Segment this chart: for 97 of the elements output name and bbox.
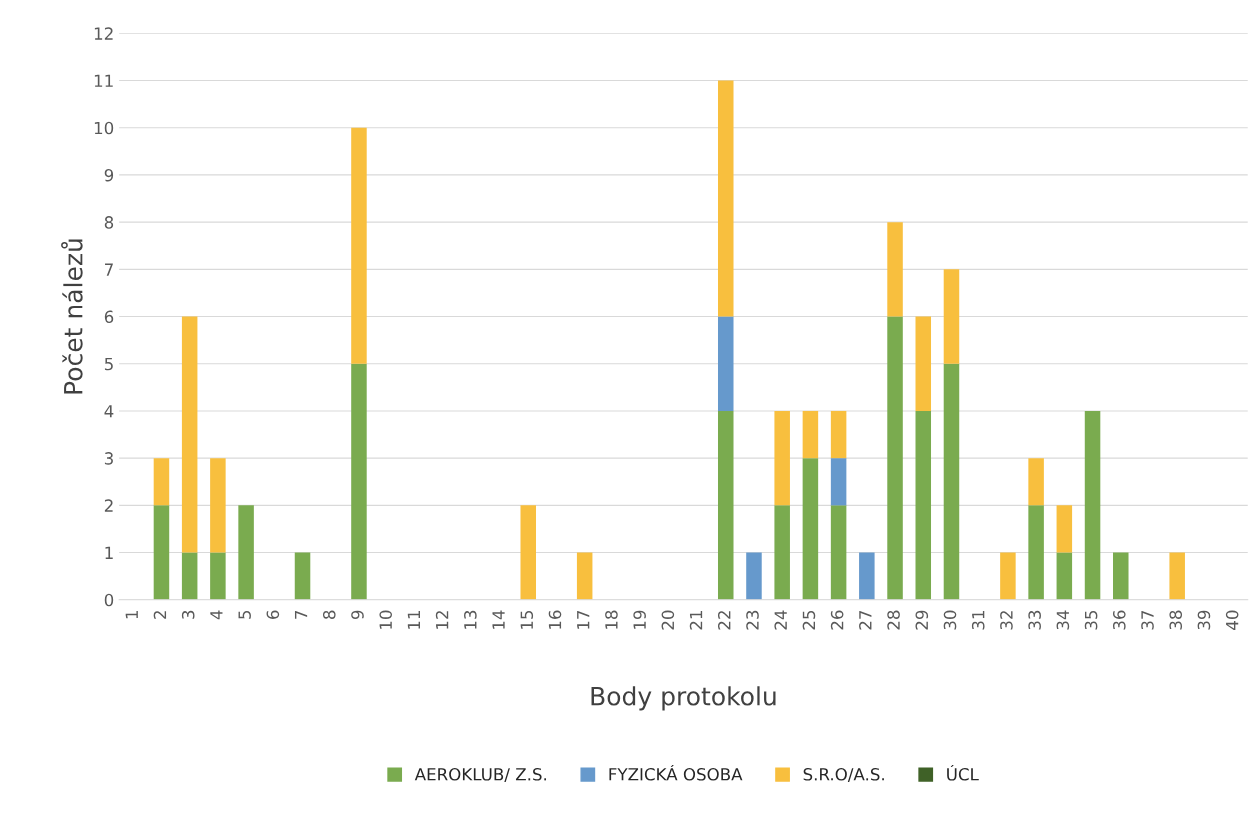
x-tick-label: 5 xyxy=(238,610,251,619)
x-tick-label: 23 xyxy=(746,610,759,630)
y-axis-title: Počet nálezů xyxy=(61,239,83,394)
x-tick-label: 2 xyxy=(153,611,167,619)
bar xyxy=(943,269,960,364)
x-tick-label: 37 xyxy=(1141,610,1154,630)
x-tick-label: 38 xyxy=(1169,610,1183,630)
x-tick-label: 16 xyxy=(548,610,562,629)
bar xyxy=(915,410,932,600)
bar xyxy=(1028,505,1044,600)
x-tick-label: 17 xyxy=(577,610,590,629)
y-tick-label: 10 xyxy=(94,121,114,135)
x-tick-label: 22 xyxy=(717,611,731,630)
x-tick-label: 28 xyxy=(887,610,900,630)
y-tick-label: 9 xyxy=(104,168,114,182)
bar xyxy=(181,552,198,600)
bar xyxy=(351,363,367,600)
bar xyxy=(1084,410,1101,600)
y-tick-label: 2 xyxy=(104,499,113,512)
bar xyxy=(774,505,790,600)
x-tick-label: 6 xyxy=(266,610,280,619)
x-tick-label: 3 xyxy=(181,610,195,619)
x-tick-label: 11 xyxy=(407,611,420,629)
x-tick-label: 21 xyxy=(689,611,703,630)
bar xyxy=(1169,552,1185,600)
bar xyxy=(887,316,903,600)
y-tick-label: 12 xyxy=(94,27,113,40)
bar xyxy=(746,552,762,600)
bar xyxy=(802,410,819,459)
bar xyxy=(830,458,847,506)
bar xyxy=(887,222,903,317)
bar xyxy=(520,505,537,600)
x-tick-label: 35 xyxy=(1084,610,1098,630)
y-tick-label: 5 xyxy=(104,357,113,371)
x-tick-label: 29 xyxy=(915,610,929,630)
bar xyxy=(717,80,734,317)
bar xyxy=(717,410,734,600)
bar xyxy=(802,458,819,600)
x-tick-label: 30 xyxy=(943,610,957,630)
x-tick-label: 36 xyxy=(1112,610,1126,630)
legend-label: S.R.O/A.S. xyxy=(803,767,884,782)
bar xyxy=(181,316,198,553)
bar xyxy=(351,127,367,364)
x-tick-label: 25 xyxy=(802,610,816,630)
x-tick-label: 15 xyxy=(520,610,534,629)
x-tick-label: 14 xyxy=(492,610,505,629)
bar xyxy=(1000,552,1016,600)
x-tick-label: 20 xyxy=(661,610,675,630)
bar xyxy=(1113,552,1129,600)
bar xyxy=(830,505,847,600)
y-tick-label: 7 xyxy=(105,263,113,276)
y-tick-label: 1 xyxy=(105,546,113,559)
bar xyxy=(859,552,875,600)
x-tick-label: 9 xyxy=(351,610,364,620)
x-tick-label: 19 xyxy=(633,610,646,629)
bar xyxy=(774,410,790,506)
legend-label: AEROKLUB/ Z.S. xyxy=(414,767,547,782)
y-tick-label: 11 xyxy=(94,74,113,87)
y-tick-label: 8 xyxy=(104,216,114,229)
x-tick-label: 26 xyxy=(830,610,844,630)
x-tick-label: 34 xyxy=(1056,610,1070,630)
bar xyxy=(294,552,311,600)
bar xyxy=(210,552,226,600)
x-tick-label: 7 xyxy=(294,610,308,619)
x-tick-label: 40 xyxy=(1225,610,1239,630)
legend-label: ÚCL xyxy=(947,764,979,781)
x-tick-label: 39 xyxy=(1197,610,1211,630)
y-tick-label: 3 xyxy=(104,452,113,465)
x-tick-label: 12 xyxy=(435,611,449,629)
x-tick-label: 10 xyxy=(379,610,393,629)
x-tick-label: 24 xyxy=(774,610,787,630)
bar xyxy=(830,410,847,459)
x-tick-label: 13 xyxy=(464,610,477,629)
bar xyxy=(153,505,170,600)
y-tick-label: 0 xyxy=(104,593,114,607)
bar xyxy=(153,458,170,506)
bar xyxy=(1028,458,1044,506)
x-tick-label: 32 xyxy=(1000,611,1013,630)
bar xyxy=(717,316,734,411)
x-tick-label: 27 xyxy=(859,610,872,630)
bar xyxy=(1056,552,1073,600)
legend-label: FYZICKÁ OSOBA xyxy=(609,764,743,781)
x-axis-title: Body protokolu xyxy=(591,686,776,711)
x-tick-label: 1 xyxy=(125,611,138,619)
x-tick-label: 8 xyxy=(322,610,336,619)
bar xyxy=(943,363,960,600)
bar xyxy=(1056,505,1073,553)
bar xyxy=(210,458,226,553)
y-tick-label: 4 xyxy=(104,405,114,418)
x-tick-label: 31 xyxy=(971,611,985,630)
bar xyxy=(576,552,593,600)
x-tick-label: 18 xyxy=(605,610,618,629)
bar xyxy=(238,505,254,600)
x-tick-label: 33 xyxy=(1028,610,1041,630)
y-tick-label: 6 xyxy=(104,310,114,324)
x-tick-label: 4 xyxy=(210,610,223,620)
bar xyxy=(915,316,932,411)
